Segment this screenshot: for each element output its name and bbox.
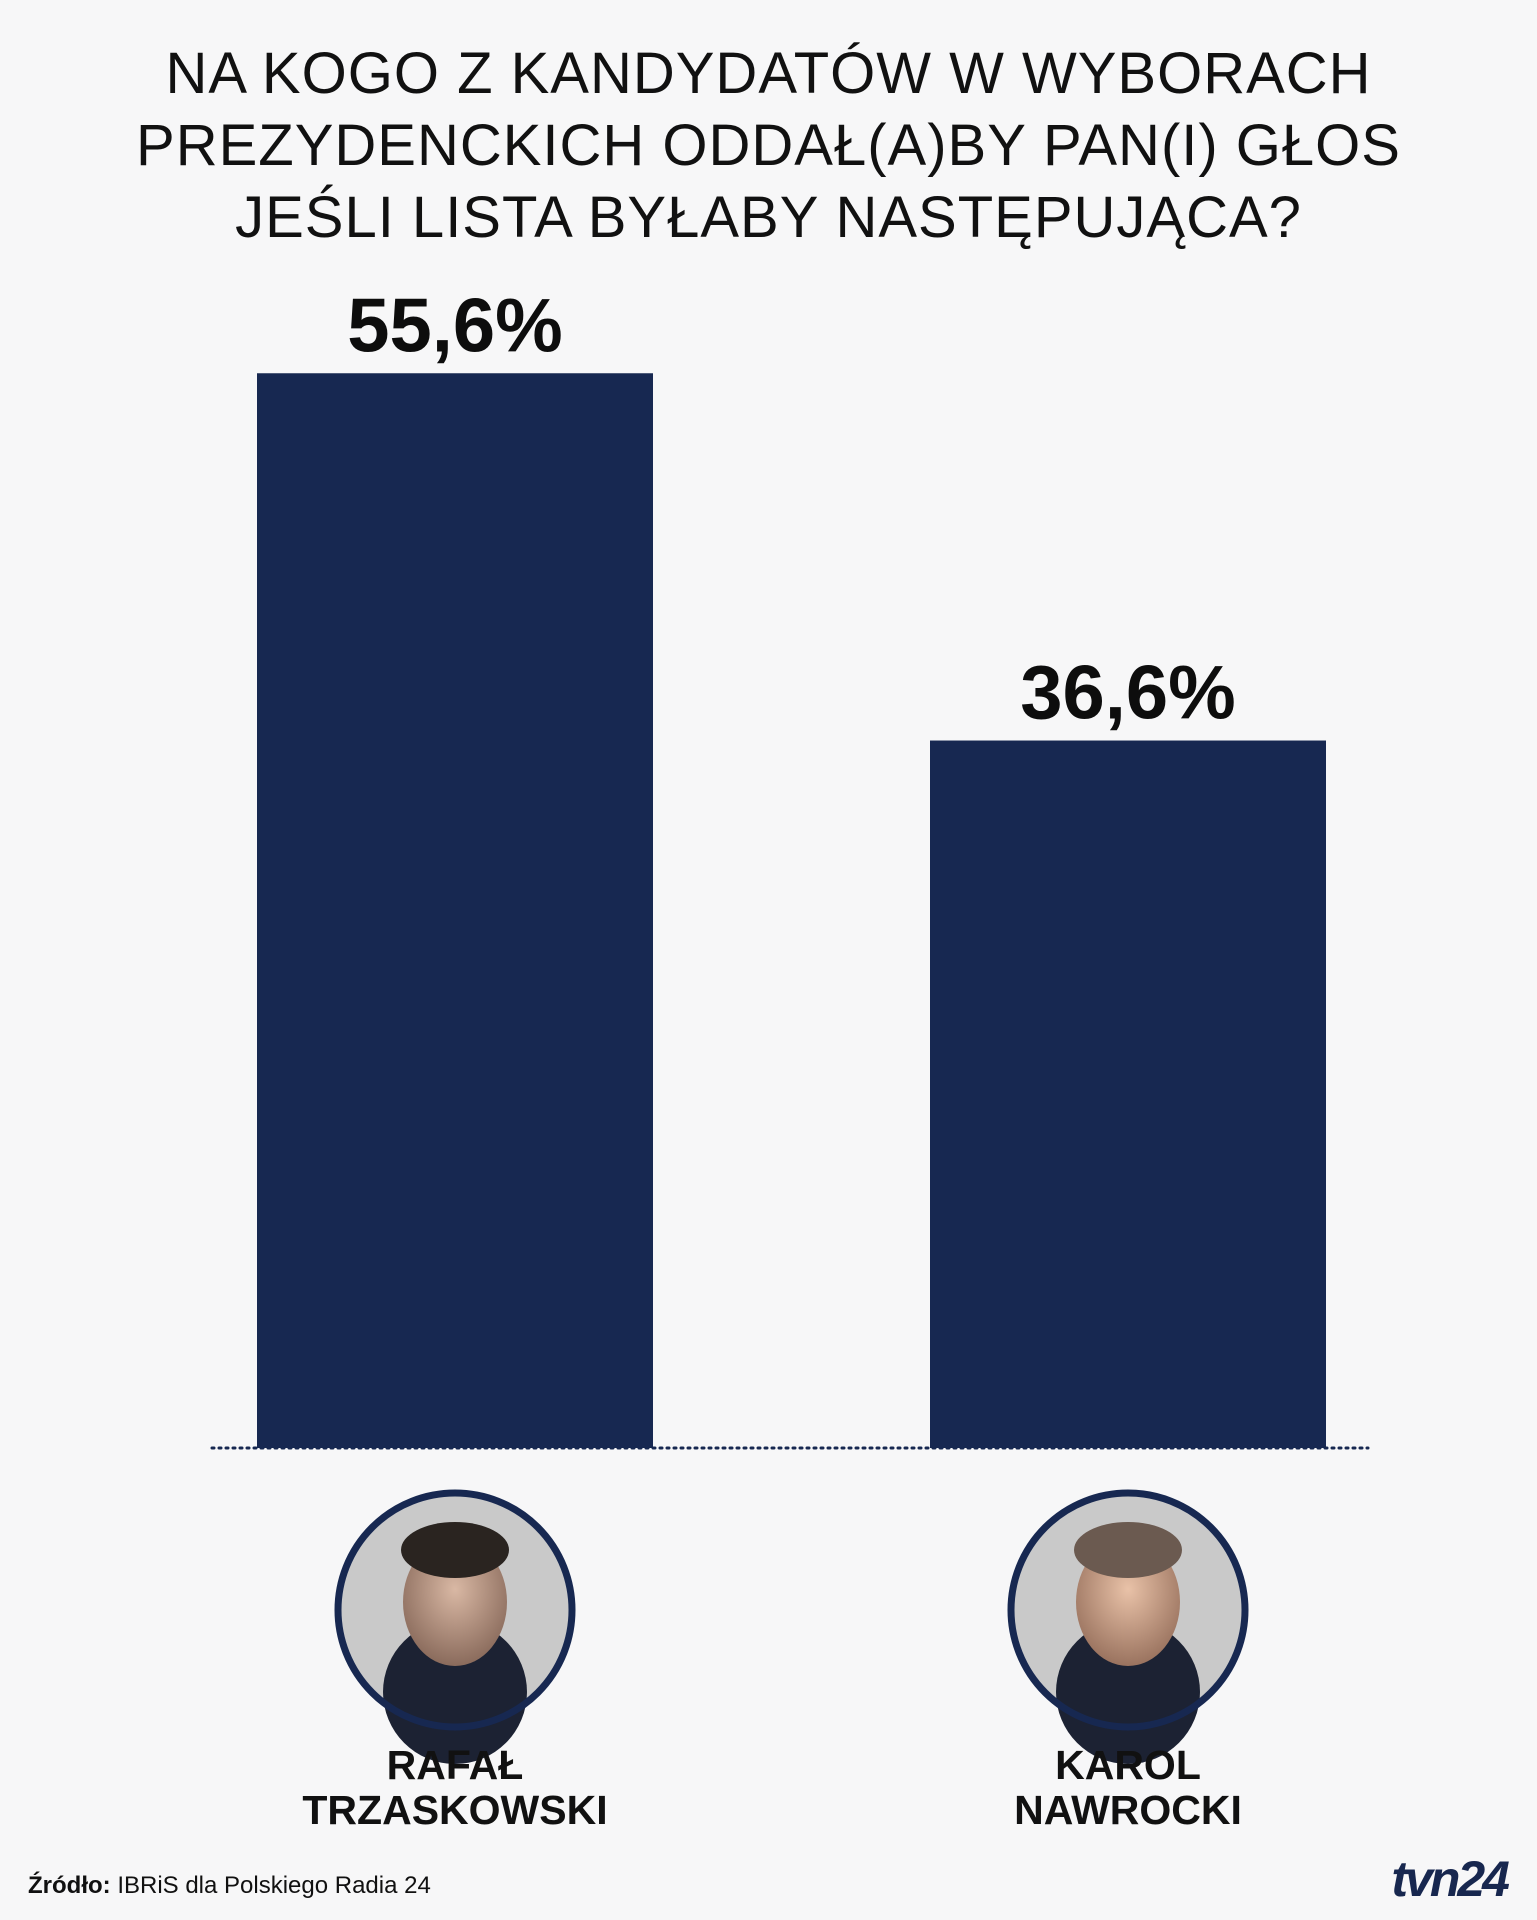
chart-title-line-1: NA KOGO Z KANDYDATÓW W WYBORACH [165, 41, 1372, 106]
source-note: Źródło: IBRiS dla Polskiego Radia 24 [28, 1872, 431, 1900]
chart-title-line-3: JEŚLI LISTA BYŁABY NASTĘPUJĄCA? [235, 185, 1302, 250]
chart-title: NA KOGO Z KANDYDATÓW W WYBORACH PREZYDEN… [0, 38, 1537, 254]
category-label-0-line-1: TRZASKOWSKI [302, 1787, 607, 1833]
source-text: IBRiS dla Polskiego Radia 24 [117, 1872, 431, 1899]
category-label-1-line-0: KAROL [1055, 1742, 1201, 1788]
portraits-layer [334, 1489, 1249, 1764]
value-label-1: 36,6% [1020, 651, 1236, 736]
source-label: Źródło: [28, 1872, 111, 1899]
candidate-photo-0 [334, 1489, 576, 1764]
bar-0 [257, 373, 653, 1449]
candidate-photo-1 [1007, 1489, 1249, 1764]
category-label-0-line-0: RAFAŁ [387, 1742, 524, 1788]
bar-1 [930, 740, 1326, 1448]
value-label-0: 55,6% [347, 283, 563, 368]
category-label-1-line-1: NAWROCKI [1014, 1787, 1242, 1833]
bars-layer: 55,6% 36,6% [257, 283, 1326, 1449]
tvn24-logo: tvn24 [1391, 1851, 1510, 1907]
chart-title-line-2: PREZYDENCKICH ODDAŁ(A)BY PAN(I) GŁOS [136, 113, 1401, 178]
